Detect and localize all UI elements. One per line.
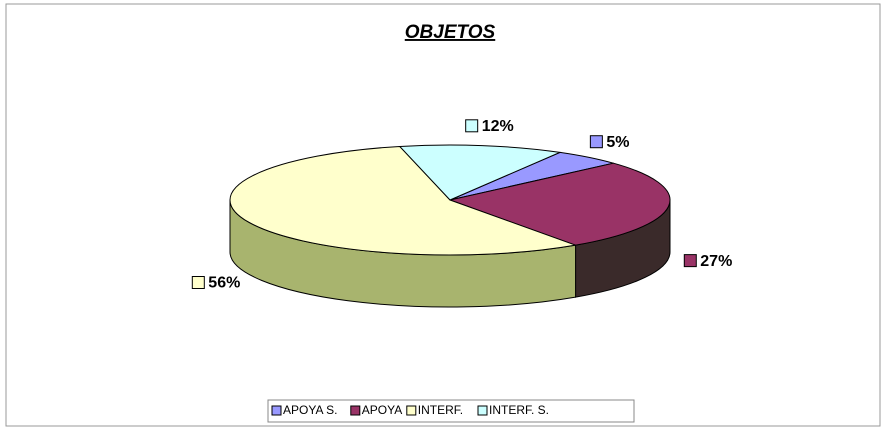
label-swatch (683, 254, 697, 268)
legend-label: APOYA (362, 403, 402, 417)
legend-swatch (271, 405, 282, 416)
legend-label: INTERF. S. (489, 403, 549, 417)
legend-swatch (406, 405, 417, 416)
label-swatch (191, 276, 205, 290)
legend-label: INTERF. (418, 403, 463, 417)
data-label: 5% (606, 134, 629, 151)
label-swatch (465, 119, 479, 133)
slice (448, 162, 671, 246)
legend-label: APOYA S. (283, 403, 337, 417)
legend-swatch (350, 405, 361, 416)
data-label: 12% (482, 118, 514, 135)
legend-swatch (477, 405, 488, 416)
label-swatch (589, 135, 603, 149)
data-label: 27% (700, 253, 732, 270)
data-label: 56% (208, 275, 240, 292)
slice (229, 145, 578, 256)
slice (398, 144, 562, 201)
chart-title: OBJETOS (405, 22, 496, 43)
